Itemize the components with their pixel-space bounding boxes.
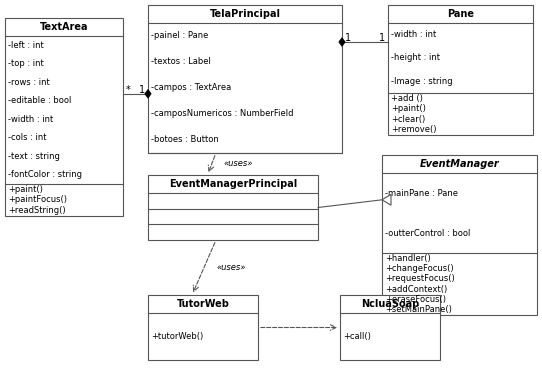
- Text: -left : int: -left : int: [8, 41, 44, 50]
- Text: EventManagerPrincipal: EventManagerPrincipal: [169, 179, 297, 189]
- Text: -cols : int: -cols : int: [8, 133, 47, 142]
- Bar: [148, 295, 258, 360]
- Text: -top : int: -top : int: [8, 59, 44, 68]
- Text: +paint(): +paint(): [8, 185, 43, 194]
- Text: TextArea: TextArea: [40, 22, 88, 32]
- Text: EventManager: EventManager: [420, 159, 499, 169]
- Text: +call(): +call(): [343, 332, 371, 341]
- Text: +add (): +add (): [391, 94, 423, 103]
- Text: 1: 1: [379, 33, 385, 43]
- Text: +addContext(): +addContext(): [385, 285, 447, 294]
- Text: -width : int: -width : int: [8, 115, 53, 124]
- Bar: [382, 155, 537, 315]
- Text: TelaPrincipal: TelaPrincipal: [210, 9, 281, 19]
- Text: TutorWeb: TutorWeb: [177, 299, 229, 309]
- Polygon shape: [145, 90, 151, 98]
- Text: +setMainPane(): +setMainPane(): [385, 305, 452, 314]
- Text: -botoes : Button: -botoes : Button: [151, 135, 219, 144]
- Text: +paint(): +paint(): [391, 104, 426, 113]
- Text: *: *: [126, 85, 131, 95]
- Text: -campos : TextArea: -campos : TextArea: [151, 84, 231, 93]
- Text: Pane: Pane: [447, 9, 474, 19]
- Text: -text : string: -text : string: [8, 152, 60, 161]
- Bar: [5, 18, 123, 216]
- Text: +remove(): +remove(): [391, 125, 436, 134]
- Text: +readString(): +readString(): [8, 206, 66, 215]
- Text: 1: 1: [139, 85, 145, 95]
- Text: +clear(): +clear(): [391, 115, 425, 124]
- Text: -camposNumericos : NumberField: -camposNumericos : NumberField: [151, 110, 294, 119]
- Polygon shape: [382, 194, 391, 205]
- Bar: [388, 5, 533, 135]
- Text: -width : int: -width : int: [391, 30, 436, 39]
- Text: -Image : string: -Image : string: [391, 77, 453, 86]
- Text: -mainPane : Pane: -mainPane : Pane: [385, 188, 458, 197]
- Text: +changeFocus(): +changeFocus(): [385, 264, 454, 273]
- Text: +requestFocus(): +requestFocus(): [385, 274, 455, 283]
- Text: -rows : int: -rows : int: [8, 78, 50, 87]
- Bar: [340, 295, 440, 360]
- Text: 1: 1: [345, 33, 351, 43]
- Text: «uses»: «uses»: [216, 263, 246, 272]
- Text: -editable : bool: -editable : bool: [8, 96, 72, 105]
- Text: -height : int: -height : int: [391, 53, 440, 63]
- Text: -textos : Label: -textos : Label: [151, 57, 211, 66]
- Text: -fontColor : string: -fontColor : string: [8, 170, 82, 179]
- Text: -painel : Pane: -painel : Pane: [151, 31, 208, 41]
- Text: +handler(): +handler(): [385, 254, 431, 263]
- Bar: [148, 175, 318, 240]
- Text: NcluaSoap: NcluaSoap: [361, 299, 419, 309]
- Text: +tutorWeb(): +tutorWeb(): [151, 332, 203, 341]
- Text: +paintFocus(): +paintFocus(): [8, 195, 67, 204]
- Text: +eraseFocus(): +eraseFocus(): [385, 295, 446, 304]
- Text: -outterControl : bool: -outterControl : bool: [385, 229, 470, 238]
- Polygon shape: [339, 38, 345, 46]
- Bar: [148, 5, 342, 153]
- Text: «uses»: «uses»: [224, 160, 253, 169]
